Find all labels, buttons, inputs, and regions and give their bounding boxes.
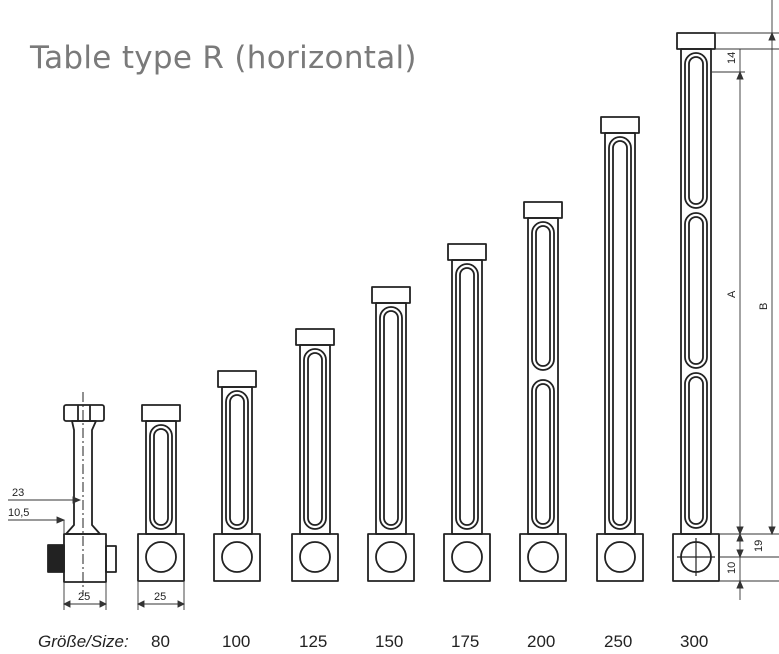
size-label-100: 100 <box>222 632 251 651</box>
side-view-cap <box>63 404 105 422</box>
indicator-window-lower <box>684 372 708 529</box>
indicator-window <box>149 424 173 530</box>
dim-25-front-label: 25 <box>154 591 166 603</box>
indicator-window-upper <box>684 52 708 209</box>
indicator-size-250 <box>596 116 644 582</box>
indicator-cap <box>523 201 563 219</box>
size-label-250: 250 <box>604 632 633 651</box>
indicator-base <box>596 533 644 582</box>
indicator-base <box>137 533 185 582</box>
indicator-window <box>225 390 249 530</box>
indicator-cap <box>600 116 640 134</box>
indicator-window <box>303 348 327 530</box>
indicator-window-middle <box>684 212 708 369</box>
dim-B-label: B <box>758 303 770 310</box>
size-label-200: 200 <box>527 632 556 651</box>
indicator-window <box>455 263 479 530</box>
indicator-base <box>672 533 720 582</box>
size-label-150: 150 <box>375 632 404 651</box>
indicator-window-lower <box>531 379 555 529</box>
size-label-125: 125 <box>299 632 328 651</box>
side-view <box>47 392 117 596</box>
indicator-base <box>213 533 261 582</box>
indicator-cap <box>141 404 181 422</box>
indicator-cap <box>217 370 257 388</box>
indicator-base <box>519 533 567 582</box>
indicator-base <box>367 533 415 582</box>
side-view-block <box>63 533 107 583</box>
indicator-size-200 <box>519 201 567 582</box>
indicator-size-300 <box>672 32 720 582</box>
indicator-window <box>379 306 403 530</box>
size-label-80: 80 <box>151 632 170 651</box>
size-label-300: 300 <box>680 632 709 651</box>
indicator-window-upper <box>531 221 555 371</box>
indicator-size-175 <box>443 243 491 582</box>
dim-25-side-label: 25 <box>78 591 90 603</box>
indicator-base <box>291 533 339 582</box>
side-view-thread <box>47 544 65 573</box>
dim-10-label: 10 <box>726 562 738 574</box>
indicator-size-150 <box>367 286 415 582</box>
indicator-window <box>608 136 632 530</box>
size-caption: Größe/Size: <box>38 632 129 651</box>
size-label-175: 175 <box>451 632 480 651</box>
indicator-cap <box>295 328 335 346</box>
dim-A-label: A <box>726 290 738 298</box>
indicator-size-80 <box>137 404 185 582</box>
figure-title: Table type R (horizontal) <box>30 40 417 76</box>
dim-14-label: 14 <box>726 52 738 64</box>
dim-10-5-label: 10,5 <box>8 507 29 519</box>
dim-23-label: 23 <box>12 487 24 499</box>
indicator-size-100 <box>213 370 261 582</box>
indicator-cap <box>447 243 487 261</box>
indicator-size-125 <box>291 328 339 582</box>
indicator-cap <box>371 286 411 304</box>
dim-19-label: 19 <box>753 540 765 552</box>
indicator-cap <box>676 32 716 50</box>
indicator-base <box>443 533 491 582</box>
